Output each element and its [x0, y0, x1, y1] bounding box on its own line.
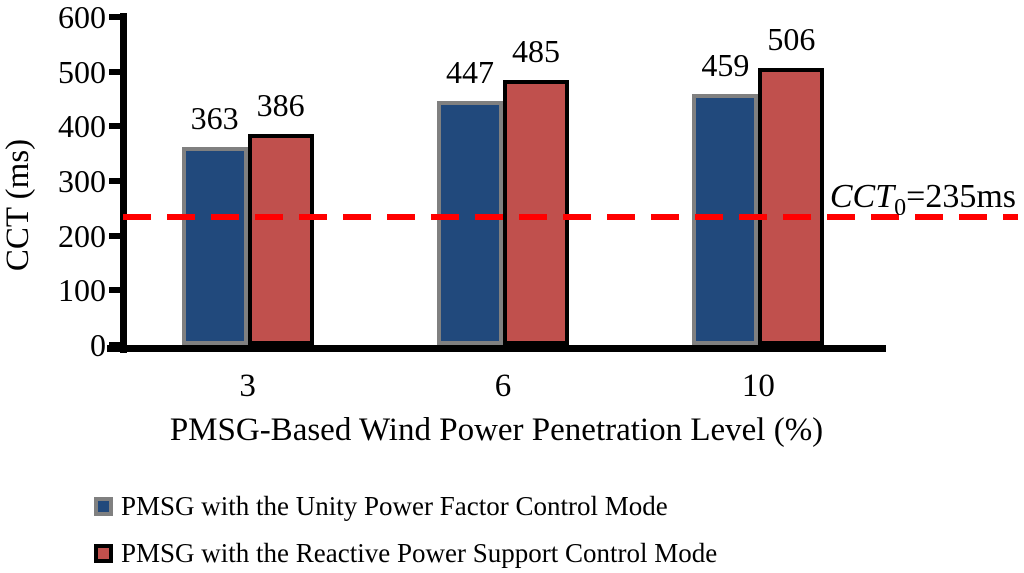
y-axis-tick-label: 400 [58, 108, 106, 145]
bar-value-label: 485 [512, 32, 560, 69]
x-axis-tick-label: 10 [741, 368, 775, 404]
y-axis-tick [109, 68, 121, 75]
legend-item-label: PMSG with the Unity Power Factor Control… [121, 491, 668, 521]
legend-swatch-icon [94, 496, 113, 516]
bar-value-label: 447 [446, 53, 494, 90]
bar-value-label: 363 [190, 99, 239, 136]
reference-line [123, 213, 1018, 220]
y-axis-tick-label: 600 [58, 0, 106, 35]
bar-series1-cat6 [437, 100, 503, 345]
reference-line-label-rest: =235ms [906, 178, 1016, 215]
reference-line-label-subscript: 0 [894, 194, 907, 221]
bar-series2-cat6 [503, 79, 569, 345]
y-axis-tick-label: 200 [58, 217, 106, 254]
legend-item-2: PMSG with the Reactive Power Support Con… [94, 536, 717, 570]
bar-series2-cat3 [247, 133, 314, 345]
legend-item-1: PMSG with the Unity Power Factor Control… [94, 489, 717, 523]
y-axis-tick [109, 287, 121, 294]
bar-series1-cat10 [692, 94, 759, 345]
y-axis-tick [109, 232, 121, 239]
legend: PMSG with the Unity Power Factor Control… [94, 489, 717, 570]
bar-series2-cat10 [758, 68, 825, 345]
bar-value-label: 386 [256, 87, 305, 123]
bar-series1-cat3 [181, 146, 248, 345]
y-axis-tick [109, 178, 121, 184]
x-axis-tick-label: 6 [494, 368, 512, 404]
legend-item-label: PMSG with the Reactive Power Support Con… [121, 538, 718, 568]
y-axis-tick-label: 0 [90, 327, 106, 363]
y-axis-tick-label: 500 [58, 53, 106, 90]
x-axis-tick-label: 3 [239, 368, 256, 404]
reference-line-label: CCT0=235ms [829, 178, 1016, 220]
y-axis-tick [109, 14, 121, 20]
reference-line-label-italic: CCT [829, 178, 895, 215]
y-axis-tick-label: 300 [58, 163, 106, 199]
bar-value-label: 506 [767, 21, 816, 58]
x-axis-title: PMSG-Based Wind Power Penetration Level … [169, 412, 824, 448]
y-axis-line [120, 13, 127, 353]
y-axis-tick [109, 342, 121, 348]
y-axis-tick-label: 100 [58, 272, 106, 309]
bar-value-label: 459 [701, 47, 750, 84]
y-axis-tick [109, 123, 121, 130]
legend-swatch-icon [94, 543, 113, 563]
x-axis-line [107, 345, 886, 352]
